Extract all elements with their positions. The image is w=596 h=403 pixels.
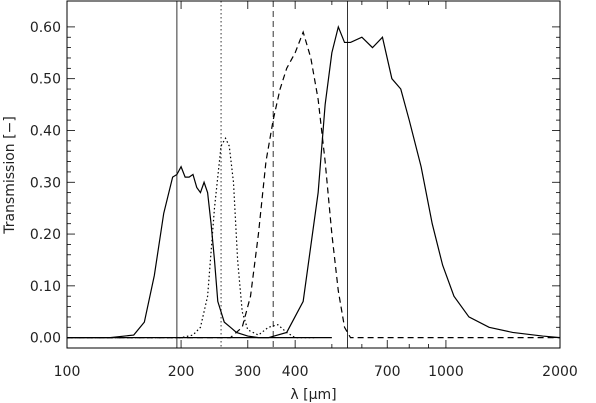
x-axis-title: λ [μm]: [290, 387, 336, 403]
series-layer: [67, 24, 561, 339]
series-line-3: [67, 24, 561, 339]
y-tick-label: 0.40: [30, 123, 61, 139]
y-tick-label: 0.30: [30, 175, 61, 191]
y-tick-label: 0.60: [30, 20, 61, 36]
series-line-0: [67, 165, 332, 339]
x-tick-label: 400: [282, 364, 309, 380]
y-tick-label: 0.10: [30, 279, 61, 295]
x-tick-label: 300: [234, 364, 261, 380]
x-tick-label: 1000: [428, 364, 464, 380]
band-marker-lines: [176, 1, 348, 348]
x-tick-label: 700: [374, 364, 401, 380]
series-line-1: [67, 136, 315, 339]
plot-frame: [66, 0, 561, 349]
y-tick-label: 0.20: [30, 227, 61, 243]
y-tick-label: 0.00: [30, 331, 61, 347]
y-axis-title: Transmission [−]: [2, 116, 18, 235]
series-line-2: [67, 30, 560, 339]
axis-tick-labels: 100 200 300 400 700 1000 2000 0.00 0.10 0.20 0.30 0…: [30, 20, 578, 380]
y-tick-label: 0.50: [30, 72, 61, 88]
axis-ticks: [66, 1, 561, 348]
x-tick-label: 200: [168, 364, 195, 380]
x-tick-label: 2000: [542, 364, 578, 380]
x-tick-label: 100: [54, 364, 81, 380]
